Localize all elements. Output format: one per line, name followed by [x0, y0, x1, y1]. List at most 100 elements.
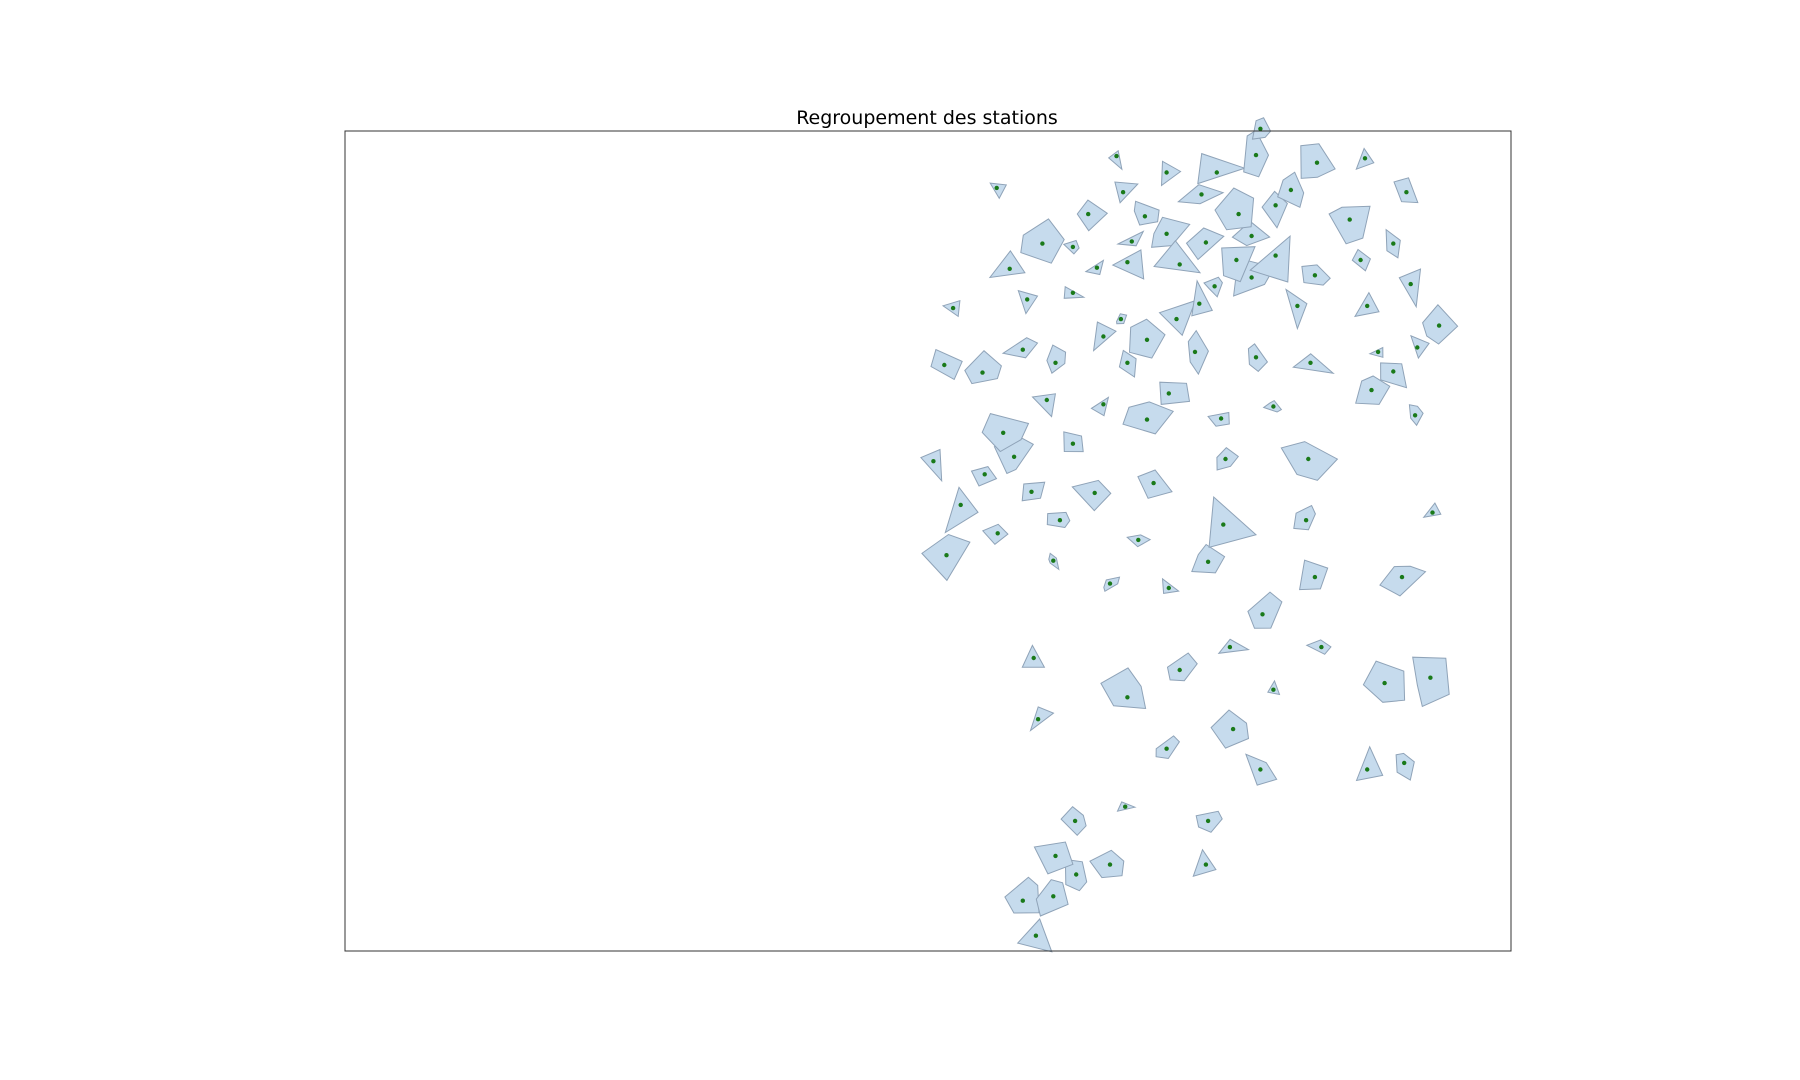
- cluster-hull: [1001, 337, 1039, 359]
- station-point: [950, 305, 956, 311]
- station-point: [1029, 489, 1034, 494]
- station-point: [1177, 667, 1182, 673]
- station-point: [1253, 152, 1259, 158]
- station-point: [1428, 675, 1433, 680]
- cluster-hull: [930, 348, 963, 381]
- cluster-hull: [1071, 479, 1112, 512]
- station-point: [1051, 894, 1056, 899]
- cluster-hull: [1031, 393, 1057, 418]
- axes-frame: [344, 130, 1512, 952]
- cluster-hull: [1076, 199, 1109, 232]
- station-point: [1319, 644, 1324, 650]
- cluster-hull: [1208, 495, 1258, 548]
- cluster-hull: [1033, 841, 1074, 875]
- station-point: [1273, 203, 1278, 208]
- cluster-hull: [1020, 218, 1065, 264]
- station-point: [944, 553, 949, 558]
- station-point: [1212, 284, 1217, 289]
- cluster-hull: [1422, 502, 1442, 519]
- cluster-hull: [1161, 577, 1180, 594]
- station-point: [1436, 323, 1442, 328]
- plot-area: [920, 117, 1459, 953]
- station-point: [1074, 872, 1079, 877]
- station-point: [1144, 337, 1150, 342]
- station-point: [1044, 397, 1050, 403]
- cluster-hull: [1111, 249, 1145, 280]
- station-point: [1271, 687, 1276, 692]
- cluster-hull: [1380, 362, 1408, 389]
- station-point-layer: [931, 126, 1442, 938]
- station-point: [1314, 160, 1320, 165]
- station-point: [1271, 404, 1276, 409]
- station-point: [1227, 644, 1233, 650]
- cluster-hull: [1084, 259, 1105, 276]
- station-point: [1415, 345, 1420, 350]
- station-point: [1288, 187, 1294, 193]
- station-point: [1033, 933, 1039, 938]
- station-point: [1399, 574, 1405, 580]
- station-point: [1203, 240, 1209, 245]
- station-point: [1358, 257, 1363, 263]
- station-point: [1214, 170, 1220, 175]
- cluster-hull: [1004, 876, 1040, 914]
- station-point: [1020, 347, 1025, 352]
- station-point: [1303, 518, 1309, 523]
- station-point: [1205, 818, 1211, 824]
- station-point: [1070, 290, 1076, 295]
- station-point: [980, 370, 985, 375]
- station-point: [1164, 231, 1169, 236]
- cluster-hull: [944, 486, 979, 534]
- cluster-hull: [1293, 504, 1316, 531]
- cluster-hull: [989, 182, 1008, 200]
- station-point: [1123, 804, 1128, 809]
- station-point: [1203, 862, 1209, 867]
- station-point: [1107, 862, 1113, 867]
- cluster-hull: [1379, 565, 1427, 597]
- station-point: [1120, 190, 1126, 195]
- station-point: [1129, 239, 1135, 244]
- station-point: [1230, 726, 1236, 732]
- cluster-hull: [1116, 230, 1145, 247]
- chart-title: Regroupement des stations: [796, 107, 1058, 129]
- cluster-hull: [1029, 706, 1055, 732]
- cluster-hull: [1412, 656, 1450, 708]
- station-point: [1070, 244, 1076, 250]
- station-point: [1218, 416, 1224, 421]
- station-point: [1306, 456, 1311, 462]
- station-point: [1258, 126, 1263, 131]
- station-point: [1007, 266, 1012, 271]
- cluster-hull: [1299, 559, 1329, 591]
- cluster-hull: [1261, 190, 1288, 229]
- station-point: [1199, 192, 1204, 197]
- cluster-hull: [1159, 381, 1191, 405]
- station-point: [931, 459, 936, 464]
- cluster-hull: [1090, 396, 1110, 417]
- station-point: [1040, 241, 1045, 246]
- cluster-hull: [920, 448, 943, 483]
- station-point: [1174, 316, 1179, 322]
- station-point: [1011, 454, 1017, 459]
- cluster-hull: [1197, 152, 1247, 185]
- station-point: [1308, 360, 1313, 365]
- station-point: [1192, 349, 1198, 355]
- station-point: [1053, 853, 1058, 859]
- cluster-hull: [1247, 591, 1283, 629]
- cluster-hull: [1191, 543, 1226, 574]
- station-point: [1369, 387, 1374, 393]
- station-point: [1166, 391, 1172, 396]
- cluster-hull: [988, 250, 1026, 279]
- cluster-hull: [1221, 246, 1256, 283]
- cluster-hull: [1114, 181, 1139, 204]
- cluster-hull: [921, 533, 971, 582]
- station-point: [1258, 767, 1263, 772]
- station-point: [1125, 695, 1130, 700]
- station-point: [1382, 680, 1387, 686]
- station-point: [1166, 585, 1172, 591]
- station-point: [1101, 334, 1106, 339]
- cluster-hull: [1214, 187, 1255, 231]
- cluster-hull: [1292, 353, 1335, 375]
- cluster-hull: [1285, 288, 1308, 331]
- station-point: [1312, 273, 1318, 278]
- cluster-hull: [1133, 200, 1160, 226]
